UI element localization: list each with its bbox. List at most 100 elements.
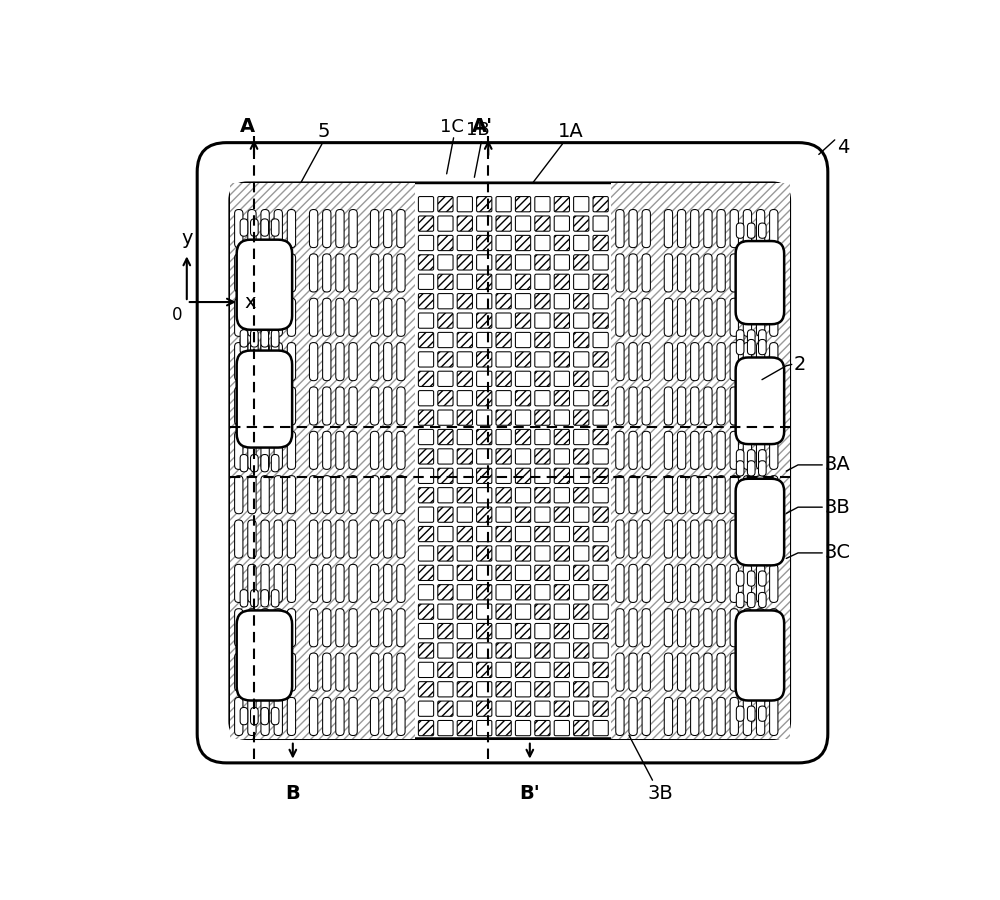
FancyBboxPatch shape <box>418 526 434 542</box>
FancyBboxPatch shape <box>642 653 650 691</box>
FancyBboxPatch shape <box>535 429 550 445</box>
FancyBboxPatch shape <box>574 488 589 503</box>
FancyBboxPatch shape <box>717 608 725 647</box>
FancyBboxPatch shape <box>554 643 569 658</box>
Text: 1A: 1A <box>558 122 583 140</box>
Bar <box>230 183 305 739</box>
Text: x: x <box>244 292 256 311</box>
FancyBboxPatch shape <box>477 624 492 639</box>
FancyBboxPatch shape <box>535 274 550 290</box>
Text: 3B: 3B <box>648 784 673 803</box>
FancyBboxPatch shape <box>535 681 550 697</box>
FancyBboxPatch shape <box>496 585 511 600</box>
FancyBboxPatch shape <box>642 343 650 381</box>
FancyBboxPatch shape <box>747 450 755 465</box>
FancyBboxPatch shape <box>515 721 531 735</box>
FancyBboxPatch shape <box>535 701 550 716</box>
FancyBboxPatch shape <box>240 219 248 236</box>
FancyBboxPatch shape <box>747 571 755 586</box>
FancyBboxPatch shape <box>704 653 712 691</box>
FancyBboxPatch shape <box>747 461 755 476</box>
FancyBboxPatch shape <box>370 698 379 735</box>
FancyBboxPatch shape <box>574 274 589 290</box>
FancyBboxPatch shape <box>574 604 589 619</box>
FancyBboxPatch shape <box>743 653 752 691</box>
FancyBboxPatch shape <box>496 293 511 309</box>
FancyBboxPatch shape <box>717 387 725 425</box>
Text: 2: 2 <box>794 355 806 374</box>
FancyBboxPatch shape <box>309 343 318 381</box>
FancyBboxPatch shape <box>535 488 550 503</box>
FancyBboxPatch shape <box>397 475 405 514</box>
FancyBboxPatch shape <box>384 298 392 337</box>
Text: B': B' <box>519 784 540 803</box>
FancyBboxPatch shape <box>691 564 699 602</box>
FancyBboxPatch shape <box>370 210 379 248</box>
FancyBboxPatch shape <box>574 721 589 735</box>
FancyBboxPatch shape <box>770 254 778 292</box>
FancyBboxPatch shape <box>743 254 752 292</box>
FancyBboxPatch shape <box>736 706 744 721</box>
FancyBboxPatch shape <box>309 608 318 647</box>
FancyBboxPatch shape <box>677 653 686 691</box>
FancyBboxPatch shape <box>457 196 472 211</box>
FancyBboxPatch shape <box>457 293 472 309</box>
FancyBboxPatch shape <box>418 196 434 211</box>
FancyBboxPatch shape <box>438 488 453 503</box>
FancyBboxPatch shape <box>730 210 738 248</box>
FancyBboxPatch shape <box>593 332 608 347</box>
FancyBboxPatch shape <box>691 210 699 248</box>
FancyBboxPatch shape <box>743 608 752 647</box>
FancyBboxPatch shape <box>554 468 569 483</box>
FancyBboxPatch shape <box>574 429 589 445</box>
FancyBboxPatch shape <box>261 298 269 337</box>
FancyBboxPatch shape <box>691 608 699 647</box>
FancyBboxPatch shape <box>593 721 608 735</box>
FancyBboxPatch shape <box>496 662 511 678</box>
FancyBboxPatch shape <box>593 410 608 426</box>
FancyBboxPatch shape <box>593 236 608 250</box>
FancyBboxPatch shape <box>349 254 357 292</box>
FancyBboxPatch shape <box>535 526 550 542</box>
FancyBboxPatch shape <box>251 590 258 607</box>
FancyBboxPatch shape <box>477 604 492 619</box>
FancyBboxPatch shape <box>438 352 453 367</box>
FancyBboxPatch shape <box>418 391 434 406</box>
FancyBboxPatch shape <box>457 216 472 231</box>
FancyBboxPatch shape <box>664 653 673 691</box>
FancyBboxPatch shape <box>593 216 608 231</box>
FancyBboxPatch shape <box>197 142 828 763</box>
Text: 1B: 1B <box>466 122 490 140</box>
FancyBboxPatch shape <box>554 255 569 270</box>
FancyBboxPatch shape <box>574 507 589 522</box>
FancyBboxPatch shape <box>730 475 738 514</box>
FancyBboxPatch shape <box>574 468 589 483</box>
FancyBboxPatch shape <box>629 520 637 558</box>
FancyBboxPatch shape <box>496 681 511 697</box>
FancyBboxPatch shape <box>704 254 712 292</box>
FancyBboxPatch shape <box>593 449 608 464</box>
FancyBboxPatch shape <box>418 410 434 426</box>
FancyBboxPatch shape <box>397 343 405 381</box>
FancyBboxPatch shape <box>704 475 712 514</box>
FancyBboxPatch shape <box>747 329 755 345</box>
FancyBboxPatch shape <box>349 431 357 470</box>
FancyBboxPatch shape <box>248 387 256 425</box>
Text: 1C: 1C <box>440 118 463 136</box>
FancyBboxPatch shape <box>496 391 511 406</box>
FancyBboxPatch shape <box>438 449 453 464</box>
FancyBboxPatch shape <box>438 255 453 270</box>
FancyBboxPatch shape <box>370 564 379 602</box>
FancyBboxPatch shape <box>616 431 624 470</box>
FancyBboxPatch shape <box>704 564 712 602</box>
FancyBboxPatch shape <box>477 391 492 406</box>
FancyBboxPatch shape <box>336 520 344 558</box>
FancyBboxPatch shape <box>704 298 712 337</box>
FancyBboxPatch shape <box>240 337 248 354</box>
FancyBboxPatch shape <box>235 698 243 735</box>
FancyBboxPatch shape <box>349 653 357 691</box>
FancyBboxPatch shape <box>261 520 269 558</box>
FancyBboxPatch shape <box>496 410 511 426</box>
FancyBboxPatch shape <box>336 298 344 337</box>
FancyBboxPatch shape <box>664 298 673 337</box>
